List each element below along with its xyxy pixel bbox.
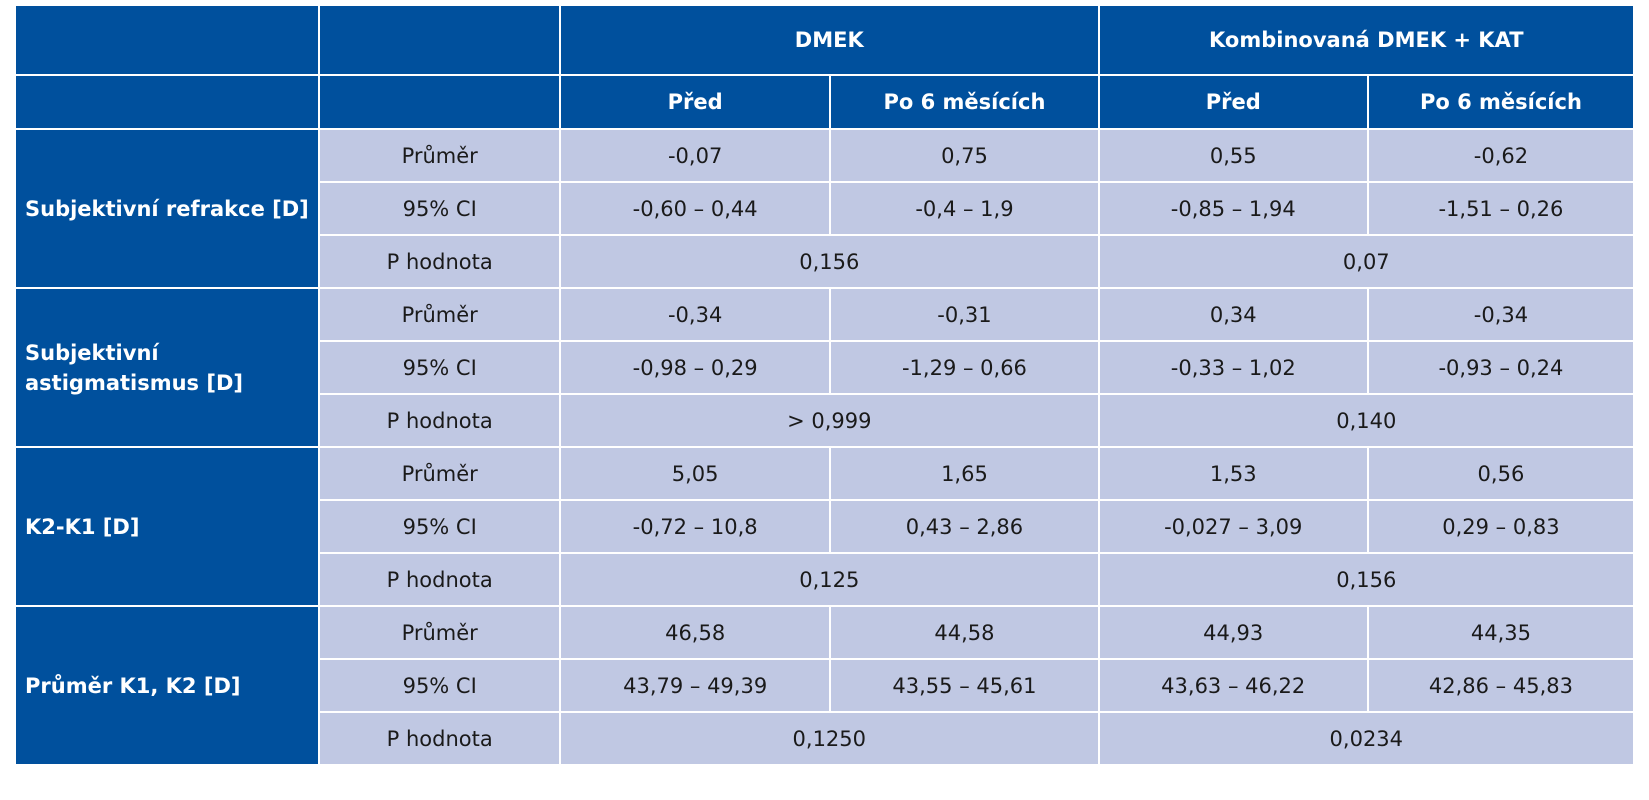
header-corner — [13, 74, 321, 130]
table-row: 95% CI 43,79 – 49,39 43,55 – 45,61 43,63 – … — [15, 658, 1636, 713]
p-value-cell: 0,0234 — [1097, 711, 1636, 766]
p-value-cell: 0,156 — [1097, 552, 1636, 607]
stat-label: Průměr — [318, 128, 561, 183]
value-cell: -1,51 – 0,26 — [1366, 181, 1636, 236]
table-row: Průměr K1, K2 [D] Průměr 46,58 44,58 44,93 44… — [13, 605, 1636, 766]
header-corner-stat — [318, 74, 561, 130]
subheader-dmek-before: Před — [558, 74, 832, 130]
table-row: 95% CI -0,72 – 10,8 0,43 – 2,86 -0,027 – 3,… — [15, 499, 1636, 554]
group-header-dmek: DMEK — [558, 4, 1100, 76]
p-value-cell: 0,07 — [1097, 234, 1636, 289]
stat-label: 95% CI — [318, 499, 561, 554]
header-row-timepoints: Před Po 6 měsících Před Po 6 měsících — [13, 74, 1636, 130]
table-row: K2-K1 [D] Průměr 5,05 1,65 1,53 0,56 — [13, 446, 1636, 607]
table-row: Subjektivní refrakce [D] Průměr -0,07 0,75 0… — [13, 128, 1636, 289]
value-cell: -0,60 – 0,44 — [558, 181, 832, 236]
table-row-p-value: P hodnota 0,1250 0,0234 — [15, 711, 1636, 766]
value-cell: -0,93 – 0,24 — [1366, 340, 1636, 395]
table-row: 95% CI -0,60 – 0,44 -0,4 – 1,9 -0,85 – 1,94… — [15, 181, 1636, 236]
value-cell: 46,58 — [558, 605, 832, 660]
stat-label: P hodnota — [318, 393, 561, 448]
table-row: 95% CI -0,98 – 0,29 -1,29 – 0,66 -0,33 – 1,… — [15, 340, 1636, 395]
subheader-combined-after: Po 6 měsících — [1366, 74, 1636, 130]
stat-label: 95% CI — [318, 181, 561, 236]
p-value-cell: 0,125 — [558, 552, 1100, 607]
stat-label: P hodnota — [318, 711, 561, 766]
value-cell: 0,56 — [1366, 446, 1636, 501]
p-value-cell: 0,140 — [1097, 393, 1636, 448]
value-cell: 43,79 – 49,39 — [558, 658, 832, 713]
stat-label: P hodnota — [318, 552, 561, 607]
value-cell: 44,93 — [1097, 605, 1369, 660]
table-row-p-value: P hodnota 0,156 0,07 — [15, 234, 1636, 289]
table-row-p-value: P hodnota 0,125 0,156 — [15, 552, 1636, 607]
p-value-cell: 0,1250 — [558, 711, 1100, 766]
value-cell: 0,75 — [829, 128, 1100, 183]
row-header-parameter: Průměr K1, K2 [D] — [13, 605, 321, 766]
stat-label: Průměr — [318, 287, 561, 342]
value-cell: 1,53 — [1097, 446, 1369, 501]
header-corner — [13, 4, 321, 76]
value-cell: 5,05 — [558, 446, 832, 501]
value-cell: -0,62 — [1366, 128, 1636, 183]
value-cell: -0,72 – 10,8 — [558, 499, 832, 554]
value-cell: -0,31 — [829, 287, 1100, 342]
value-cell: 43,63 – 46,22 — [1097, 658, 1369, 713]
p-value-cell: > 0,999 — [558, 393, 1100, 448]
value-cell: -0,33 – 1,02 — [1097, 340, 1369, 395]
value-cell: 0,29 – 0,83 — [1366, 499, 1636, 554]
row-header-parameter: K2-K1 [D] — [13, 446, 321, 607]
value-cell: 42,86 – 45,83 — [1366, 658, 1636, 713]
value-cell: 44,58 — [829, 605, 1100, 660]
stat-label: Průměr — [318, 605, 561, 660]
results-table: DMEK Kombinovaná DMEK + KAT Před Po 6 mě… — [13, 4, 1636, 766]
subheader-dmek-after: Po 6 měsících — [829, 74, 1100, 130]
value-cell: 0,55 — [1097, 128, 1369, 183]
value-cell: -0,34 — [558, 287, 832, 342]
value-cell: -0,34 — [1366, 287, 1636, 342]
p-value-cell: 0,156 — [558, 234, 1100, 289]
header-row-groups: DMEK Kombinovaná DMEK + KAT — [13, 4, 1636, 76]
value-cell: -0,98 – 0,29 — [558, 340, 832, 395]
group-header-combined: Kombinovaná DMEK + KAT — [1097, 4, 1636, 76]
stat-label: Průměr — [318, 446, 561, 501]
value-cell: 1,65 — [829, 446, 1100, 501]
value-cell: 0,34 — [1097, 287, 1369, 342]
row-header-parameter: Subjektivní astigmatismus [D] — [13, 287, 321, 448]
value-cell: -0,027 – 3,09 — [1097, 499, 1369, 554]
value-cell: -0,4 – 1,9 — [829, 181, 1100, 236]
value-cell: 0,43 – 2,86 — [829, 499, 1100, 554]
value-cell: 44,35 — [1366, 605, 1636, 660]
stat-label: 95% CI — [318, 658, 561, 713]
row-header-parameter: Subjektivní refrakce [D] — [13, 128, 321, 289]
stat-label: P hodnota — [318, 234, 561, 289]
table-row: Subjektivní astigmatismus [D] Průměr -0,34… — [13, 287, 1636, 448]
header-corner-stat — [318, 4, 561, 76]
value-cell: -0,85 – 1,94 — [1097, 181, 1369, 236]
stat-label: 95% CI — [318, 340, 561, 395]
value-cell: -1,29 – 0,66 — [829, 340, 1100, 395]
subheader-combined-before: Před — [1097, 74, 1369, 130]
table-row-p-value: P hodnota > 0,999 0,140 — [15, 393, 1636, 448]
value-cell: 43,55 – 45,61 — [829, 658, 1100, 713]
value-cell: -0,07 — [558, 128, 832, 183]
